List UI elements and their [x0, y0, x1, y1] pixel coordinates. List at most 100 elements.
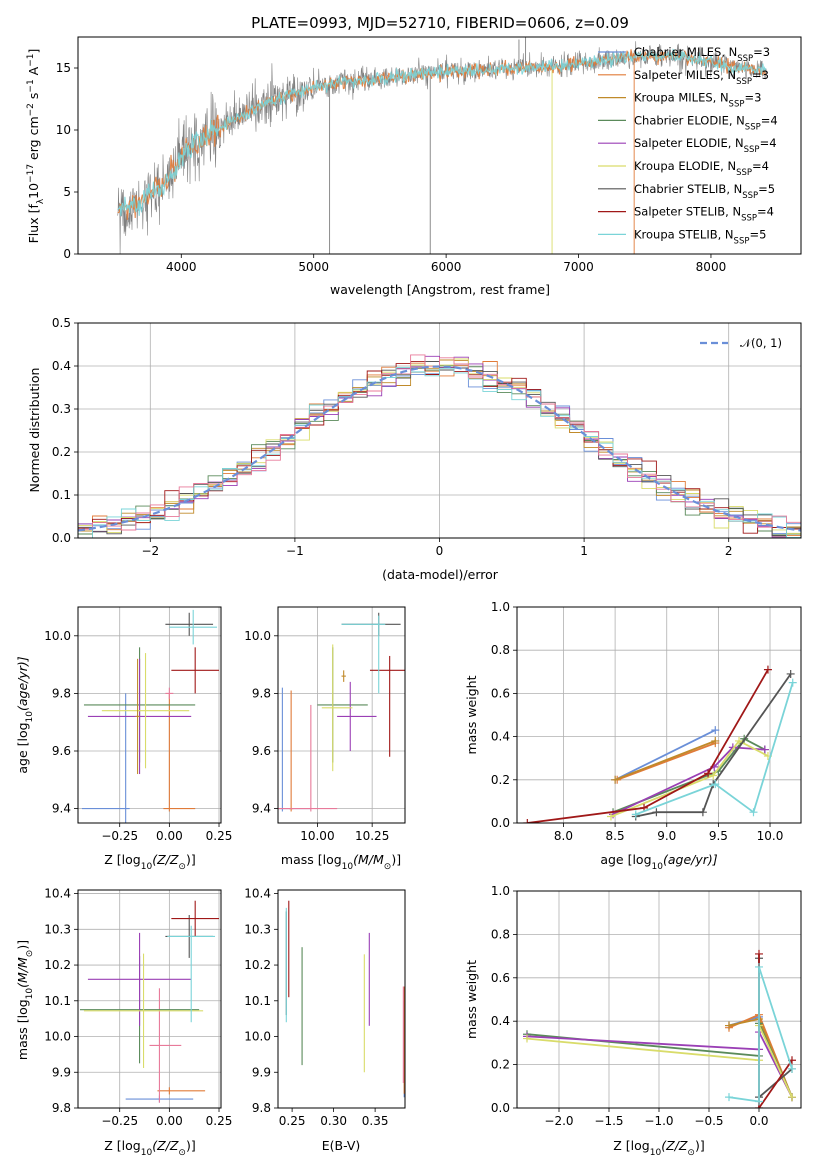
y-tick-label: 0.2 [491, 1058, 510, 1072]
label-part: (M/M [15, 957, 30, 988]
legend-part: SSP [734, 236, 750, 246]
weight-marker [711, 726, 720, 735]
x-tick-label: 10.00 [300, 829, 334, 843]
gridlines [78, 607, 221, 823]
legend-entry: Salpeter STELIB, NSSP=4 [634, 205, 774, 224]
label-part: s [26, 93, 41, 104]
label-part: A [26, 66, 41, 79]
y-axis-label: mass weight [464, 960, 479, 1039]
legend-part: Kroupa MILES, N [634, 91, 729, 105]
y-tick-label: 10.0 [244, 1030, 271, 1044]
y-tick-label: 5 [63, 185, 71, 199]
x-tick-label: 0.0 [749, 1114, 768, 1128]
axes-frame [77, 36, 802, 255]
gridlines [78, 890, 221, 1109]
label-part: λ [36, 198, 46, 204]
y-tick-label: 9.8 [252, 686, 271, 700]
weight-marker [523, 1034, 531, 1043]
legend-part: Chabrier STELIB, N [634, 182, 742, 196]
y-tick-label: 1.0 [491, 600, 510, 614]
x-tick-label: 8.5 [606, 829, 625, 843]
y-tick-label: 9.6 [52, 744, 71, 758]
mass-vs-EBV-axes: 0.25 0.30 0.35 9.8 9.9 10.0 10.1 10.2 10.3 10.4 E(… [244, 887, 406, 1153]
weight-marker [786, 669, 795, 678]
x-tick-label: −0.25 [101, 829, 138, 843]
mass-vs-Z-plot [79, 900, 220, 1103]
weight-marker [611, 775, 620, 784]
y-tick-label: 9.8 [52, 1101, 71, 1115]
y-tick-label: 0.1 [52, 488, 71, 502]
label-part: ] [26, 49, 41, 54]
histogram-series [78, 354, 801, 536]
legend-entry: Chabrier ELODIE, NSSP=4 [634, 113, 778, 132]
legend-part: Salpeter ELODIE, N [634, 136, 744, 150]
legend-entry: Kroupa ELODIE, NSSP=4 [634, 159, 769, 178]
x-tick-label: 0.25 [206, 829, 233, 843]
label-part: )] [391, 852, 401, 867]
legend-part: =4 [757, 205, 774, 219]
weight-series [614, 729, 716, 781]
label-part: 10 [650, 1148, 662, 1158]
y-axis-label: age [log10(age/yr)] [15, 656, 35, 773]
y-tick-label: 10.3 [44, 922, 71, 936]
legend-part: =4 [761, 113, 778, 127]
x-tick-label: 0.00 [156, 1114, 183, 1128]
x-tick-label: 5000 [298, 260, 329, 274]
x-tick-label: −2 [141, 544, 159, 558]
axes-frame [516, 606, 802, 824]
age-vs-Z-axes: −0.25 0.00 0.259.49.69.810.0Z [log10(Z/Z⊙)… [15, 606, 233, 872]
legend-entry: Kroupa STELIB, NSSP=5 [634, 227, 766, 246]
y-tick-label: 10 [56, 123, 71, 137]
label-part: (Z/Z [152, 1138, 179, 1153]
weight-marker [709, 771, 718, 780]
legend-part: =4 [760, 136, 777, 150]
legend-part: Salpeter MILES, N [634, 68, 736, 82]
model-spectrum [117, 49, 767, 221]
y-tick-label: 15 [56, 61, 71, 75]
weight-series [614, 740, 716, 781]
legend-part: Kroupa STELIB, N [634, 227, 734, 241]
y-tick-label: 10.0 [44, 629, 71, 643]
legend-part: SSP [745, 122, 761, 132]
label-part: −1 [26, 79, 36, 92]
legend-part: =3 [753, 45, 770, 59]
y-tick-label: 0.4 [491, 730, 510, 744]
mass-vs-EBV-plot [285, 900, 405, 1098]
label-part: (Z/Z [661, 1138, 688, 1153]
legend-part: SSP [741, 214, 757, 224]
legend-part: =5 [758, 182, 775, 196]
gridlines [517, 606, 801, 824]
y-tick-label: 9.4 [252, 802, 271, 816]
y-tick-label: 10.1 [244, 994, 271, 1008]
label-part: )] [15, 940, 30, 950]
y-tick-label: 0.8 [491, 927, 510, 941]
axes-frame [277, 606, 406, 824]
axes-frame [516, 890, 802, 1109]
gridlines [278, 607, 405, 823]
x-tick-label: −2.0 [544, 1114, 573, 1128]
age-vs-Z-plot [81, 609, 220, 823]
residual-histogram-plot [78, 354, 801, 538]
x-axis-label: wavelength [Angstrom, rest frame] [330, 282, 550, 297]
y-tick-label: 0.4 [52, 359, 71, 373]
gaussian-curve [78, 365, 801, 532]
x-tick-label: −0.5 [694, 1114, 723, 1128]
x-tick-label: −1.0 [644, 1114, 673, 1128]
label-part: 10 [26, 183, 41, 199]
weight-marker [760, 745, 769, 754]
label-part: 10 [25, 988, 35, 1000]
x-tick-label: 6000 [431, 260, 462, 274]
weight-marker [749, 808, 758, 817]
weight-marker [788, 1064, 796, 1073]
legend-part: SSP [736, 168, 752, 178]
legend-part: =3 [752, 68, 769, 82]
label-part: 10 [141, 1148, 153, 1158]
label-part: 10 [342, 862, 354, 872]
label-part: age [log [600, 852, 651, 867]
weight-marker [698, 808, 707, 817]
label-part: Z [log [104, 1138, 140, 1153]
y-tick-label: 0.5 [52, 316, 71, 330]
gridlines [517, 890, 801, 1109]
legend-entry: Salpeter ELODIE, NSSP=4 [634, 136, 777, 155]
